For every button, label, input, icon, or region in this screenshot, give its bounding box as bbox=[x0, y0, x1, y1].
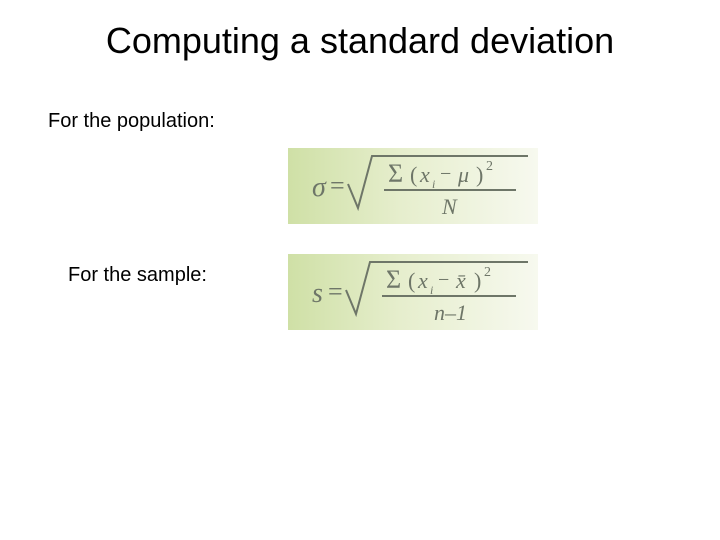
formula-sample-svg: s = Σ ( x i − x̄ ) 2 n–1 bbox=[288, 254, 538, 330]
lhs-sigma: σ bbox=[312, 172, 327, 203]
paren-open: ( bbox=[408, 268, 415, 293]
mean-symbol: μ bbox=[457, 162, 469, 187]
label-sample: For the sample: bbox=[68, 264, 207, 287]
formula-population-svg: σ = Σ ( x i − μ ) 2 N bbox=[288, 148, 538, 224]
slide-title: Computing a standard deviation bbox=[0, 20, 720, 62]
lhs-s: s bbox=[312, 278, 323, 309]
minus-sign: − bbox=[440, 163, 451, 185]
sum-var: x bbox=[419, 162, 430, 187]
exponent: 2 bbox=[486, 159, 493, 174]
equals-sign: = bbox=[328, 277, 343, 306]
denominator: N bbox=[441, 194, 458, 219]
formula-sample: s = Σ ( x i − x̄ ) 2 n–1 bbox=[288, 254, 538, 330]
minus-sign: − bbox=[438, 269, 449, 291]
paren-close: ) bbox=[474, 268, 481, 293]
paren-close: ) bbox=[476, 162, 483, 187]
paren-open: ( bbox=[410, 162, 417, 187]
radical-icon bbox=[348, 156, 528, 208]
sum-var: x bbox=[417, 268, 428, 293]
label-population: For the population: bbox=[48, 110, 215, 133]
sum-sub: i bbox=[432, 177, 435, 191]
formula-population: σ = Σ ( x i − μ ) 2 N bbox=[288, 148, 538, 224]
mean-symbol: x̄ bbox=[455, 268, 466, 293]
equals-sign: = bbox=[330, 171, 345, 200]
sum-sub: i bbox=[430, 283, 433, 297]
sigma-sum-icon: Σ bbox=[388, 159, 403, 188]
sigma-sum-icon: Σ bbox=[386, 265, 401, 294]
denominator: n–1 bbox=[434, 300, 467, 325]
slide: Computing a standard deviation For the p… bbox=[0, 0, 720, 540]
exponent: 2 bbox=[484, 265, 491, 280]
